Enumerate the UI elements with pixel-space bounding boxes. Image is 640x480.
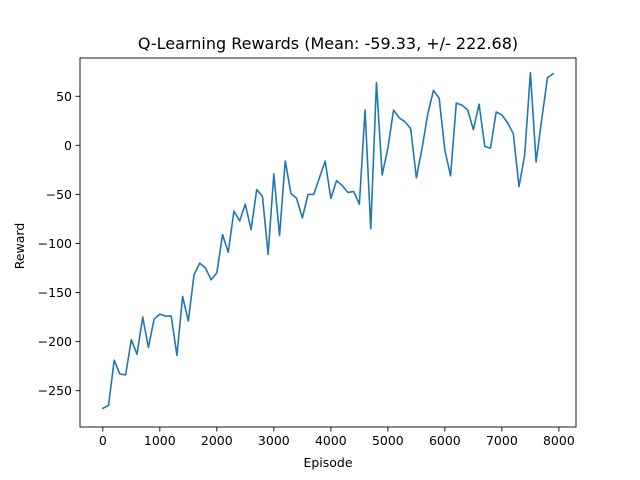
x-tick-label: 4000 <box>315 433 347 448</box>
y-tick-label: −250 <box>38 383 72 398</box>
y-tick-label: −100 <box>38 236 72 251</box>
y-tick-label: 50 <box>56 89 72 104</box>
x-tick-label: 5000 <box>372 433 404 448</box>
y-axis-label: Reward <box>12 223 27 270</box>
x-tick-label: 3000 <box>258 433 290 448</box>
x-axis-label: Episode <box>303 455 352 470</box>
x-tick-label: 6000 <box>429 433 461 448</box>
chart-title: Q-Learning Rewards (Mean: -59.33, +/- 22… <box>138 34 518 53</box>
plot-area: 0 1000 2000 3000 4000 5000 6000 7000 8000 −250 −20… <box>38 57 577 448</box>
series-line <box>101 71 555 410</box>
y-tick-label: −200 <box>38 334 72 349</box>
x-tick-label: 8000 <box>543 433 575 448</box>
x-tick-label: 7000 <box>486 433 518 448</box>
y-tick-label: −50 <box>46 187 72 202</box>
y-tick-label: −150 <box>38 285 72 300</box>
axes-frame <box>79 57 577 428</box>
x-tick-label: 0 <box>99 433 107 448</box>
x-tick-label: 1000 <box>144 433 176 448</box>
y-tick-label: 0 <box>64 138 72 153</box>
x-tick-label: 2000 <box>201 433 233 448</box>
